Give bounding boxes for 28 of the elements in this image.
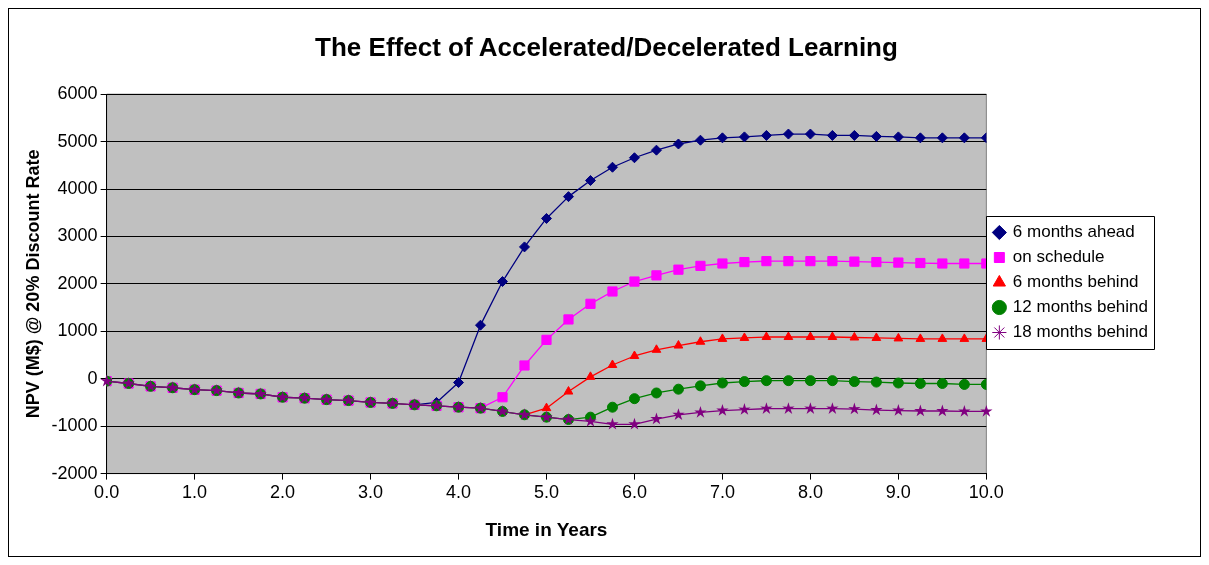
x-tick-label: 0.0 [94, 482, 120, 503]
y-tick-label: 3000 [57, 225, 98, 246]
x-tick-label: 9.0 [885, 482, 911, 503]
y-tick-label: -1000 [51, 415, 98, 436]
legend-label: 12 months behind [1012, 297, 1148, 317]
x-tick-label: 2.0 [270, 482, 296, 503]
y-tick-label: -2000 [51, 462, 98, 483]
x-tick-label: 7.0 [709, 482, 735, 503]
legend-label: 18 months behind [1012, 322, 1148, 342]
y-tick-label: 0 [87, 367, 98, 388]
x-tick-label: 1.0 [182, 482, 208, 503]
x-tick-label: 8.0 [797, 482, 823, 503]
legend-label: 6 months ahead [1012, 222, 1135, 242]
y-tick-label: 2000 [57, 272, 98, 293]
x-tick-label: 6.0 [621, 482, 647, 503]
legend-label: on schedule [1012, 247, 1105, 267]
x-tick-label: 5.0 [533, 482, 560, 503]
x-axis-title: Time in Years [485, 518, 608, 540]
y-tick-label: 1000 [57, 320, 98, 341]
x-tick-label: 3.0 [358, 482, 384, 503]
y-tick-label: 5000 [57, 130, 98, 151]
y-tick-label: 4000 [57, 178, 98, 199]
legend-label: 6 months behind [1012, 272, 1139, 292]
x-tick-label: 10.0 [968, 482, 1004, 503]
y-tick-label: 6000 [57, 83, 98, 104]
y-axis-title: NPV (M$) @ 20% Discount Rate [22, 149, 43, 419]
chart-title: The Effect of Accelerated/Decelerated Learning [315, 31, 898, 62]
x-tick-label: 4.0 [446, 482, 472, 503]
